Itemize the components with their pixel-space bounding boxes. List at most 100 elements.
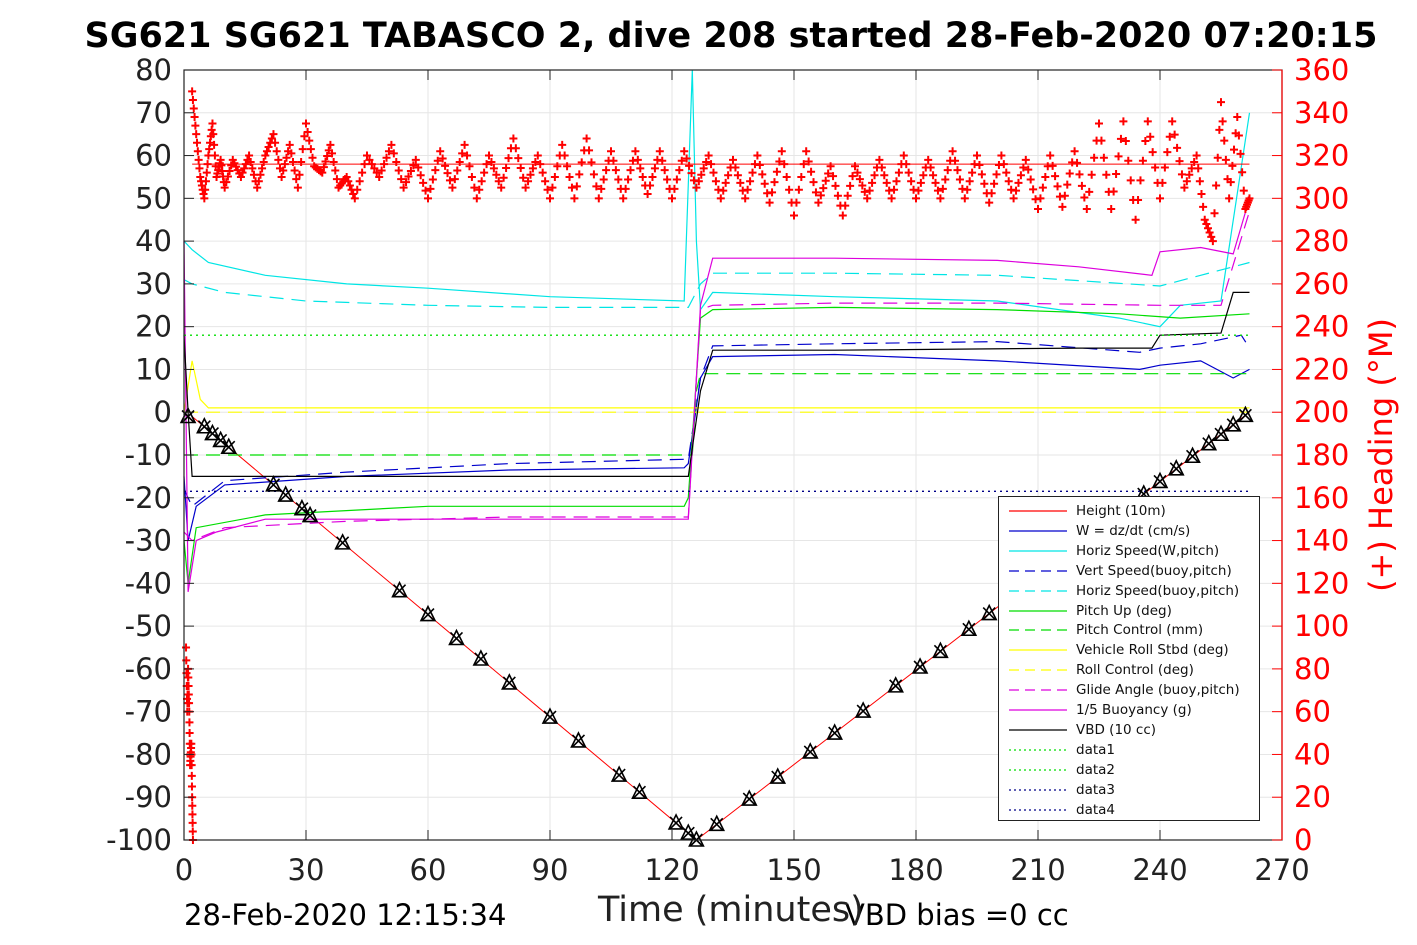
x-tick-label: 150 bbox=[766, 853, 821, 887]
dive-marker bbox=[196, 416, 213, 434]
legend-item: VBD (10 cc) bbox=[999, 720, 1259, 740]
heading-point bbox=[1102, 170, 1111, 179]
heading-point bbox=[497, 183, 506, 192]
heading-point bbox=[1051, 172, 1060, 181]
legend-swatch bbox=[1009, 589, 1067, 592]
heading-point bbox=[933, 186, 942, 195]
heading-point bbox=[1138, 156, 1147, 165]
heading-point bbox=[851, 162, 859, 171]
heading-point bbox=[716, 194, 725, 203]
heading-point bbox=[267, 134, 276, 143]
heading-point bbox=[1192, 151, 1201, 160]
heading-point bbox=[375, 172, 384, 181]
heading-point bbox=[406, 166, 415, 175]
heading-point bbox=[1177, 170, 1186, 179]
y2-tick-label: 40 bbox=[1294, 737, 1331, 771]
heading-point bbox=[987, 189, 996, 198]
series-pitch-up-deg- bbox=[183, 306, 1250, 584]
heading-point bbox=[614, 175, 623, 184]
dive-marker bbox=[220, 437, 238, 455]
heading-point bbox=[938, 184, 947, 193]
heading-point bbox=[1112, 169, 1121, 178]
heading-point bbox=[955, 175, 964, 184]
heading-point bbox=[567, 183, 576, 192]
dive-marker bbox=[1167, 459, 1185, 476]
heading-point bbox=[1136, 176, 1145, 185]
heading-point bbox=[1021, 155, 1030, 164]
legend-label: Roll Control (deg) bbox=[1076, 662, 1194, 679]
heading-point bbox=[1143, 117, 1152, 126]
legend-swatch bbox=[1009, 788, 1067, 791]
heading-point bbox=[245, 151, 254, 160]
heading-point bbox=[480, 168, 489, 177]
y2-tick-label: 360 bbox=[1294, 53, 1349, 87]
heading-point bbox=[516, 163, 525, 172]
heading-point bbox=[1233, 113, 1242, 122]
heading-point bbox=[288, 157, 297, 166]
heading-point bbox=[1212, 181, 1221, 190]
heading-point bbox=[890, 185, 899, 194]
heading-point bbox=[1073, 158, 1082, 167]
heading-point bbox=[450, 175, 459, 184]
y-tick-label: -20 bbox=[125, 481, 172, 515]
heading-point bbox=[1034, 205, 1042, 214]
heading-point bbox=[467, 172, 476, 181]
heading-point bbox=[636, 164, 645, 173]
legend-swatch bbox=[1009, 749, 1067, 751]
heading-point bbox=[367, 160, 376, 169]
heading-point bbox=[253, 183, 262, 192]
heading-point bbox=[733, 171, 742, 180]
heading-point bbox=[724, 171, 733, 180]
heading-point bbox=[272, 147, 281, 156]
heading-point bbox=[187, 771, 196, 780]
heading-point bbox=[546, 194, 554, 203]
heading-point bbox=[565, 172, 574, 181]
heading-point bbox=[424, 194, 432, 203]
heading-point bbox=[1170, 130, 1179, 139]
heading-point bbox=[188, 801, 197, 810]
heading-point bbox=[846, 181, 855, 190]
heading-point bbox=[1202, 220, 1211, 228]
heading-point bbox=[1182, 177, 1191, 186]
y2-tick-label: 200 bbox=[1294, 395, 1349, 429]
heading-point bbox=[887, 194, 896, 203]
y-tick-label: 70 bbox=[135, 96, 172, 130]
heading-point bbox=[992, 170, 1001, 179]
y-tick-label: -60 bbox=[125, 652, 172, 686]
heading-point bbox=[646, 181, 655, 190]
heading-point bbox=[220, 183, 229, 192]
heading-point bbox=[1097, 136, 1106, 145]
heading-point bbox=[668, 194, 676, 203]
heading-point bbox=[719, 186, 728, 195]
legend-label: Pitch Control (mm) bbox=[1076, 622, 1204, 639]
legend-item: data2 bbox=[999, 760, 1259, 780]
dive-marker bbox=[1200, 433, 1218, 451]
dive-marker bbox=[212, 430, 229, 448]
legend-swatch bbox=[1009, 689, 1067, 691]
heading-point bbox=[1041, 172, 1050, 181]
heading-point bbox=[1058, 202, 1067, 211]
heading-point bbox=[1197, 190, 1206, 199]
heading-point bbox=[709, 168, 718, 177]
heading-point bbox=[843, 191, 852, 200]
heading-point bbox=[797, 172, 806, 181]
heading-point bbox=[264, 143, 273, 151]
heading-point bbox=[968, 168, 977, 177]
y2-tick-label: 300 bbox=[1294, 181, 1349, 215]
heading-point bbox=[465, 162, 474, 171]
heading-point bbox=[203, 160, 212, 169]
heading-point bbox=[594, 194, 603, 203]
legend-label: data1 bbox=[1076, 741, 1115, 758]
heading-point bbox=[387, 140, 396, 149]
heading-point bbox=[416, 171, 425, 180]
heading-point bbox=[697, 170, 706, 179]
heading-point bbox=[441, 161, 450, 170]
legend-item: Pitch Control (mm) bbox=[999, 620, 1259, 640]
y2-tick-label: 140 bbox=[1294, 524, 1349, 558]
dive-marker bbox=[265, 475, 282, 492]
heading-point bbox=[899, 151, 908, 160]
heading-point bbox=[344, 177, 353, 186]
heading-point bbox=[382, 153, 391, 162]
heading-point bbox=[519, 173, 528, 182]
heading-point bbox=[182, 643, 191, 652]
